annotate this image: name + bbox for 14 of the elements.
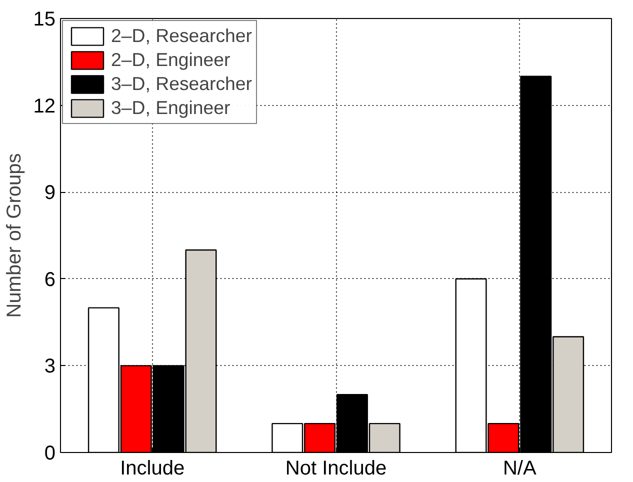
legend-label: 2–D, Researcher xyxy=(111,25,252,47)
y-tick-label: 3 xyxy=(44,356,56,378)
legend-label: 3–D, Researcher xyxy=(111,73,252,95)
y-tick-label: 12 xyxy=(33,95,56,118)
legend-label: 3–D, Engineer xyxy=(111,97,230,119)
y-axis-title: Number of Groups xyxy=(3,153,26,318)
x-tick-label: Not Include xyxy=(285,458,387,480)
legend-label: 2–D, Engineer xyxy=(111,49,230,71)
y-tick-label: 9 xyxy=(44,182,56,204)
y-tick-label: 6 xyxy=(44,268,56,291)
y-tick-label: 0 xyxy=(44,442,56,464)
x-tick-label: Include xyxy=(120,458,185,480)
y-tick-label: 15 xyxy=(33,8,56,30)
x-tick-label: N/A xyxy=(502,458,537,480)
